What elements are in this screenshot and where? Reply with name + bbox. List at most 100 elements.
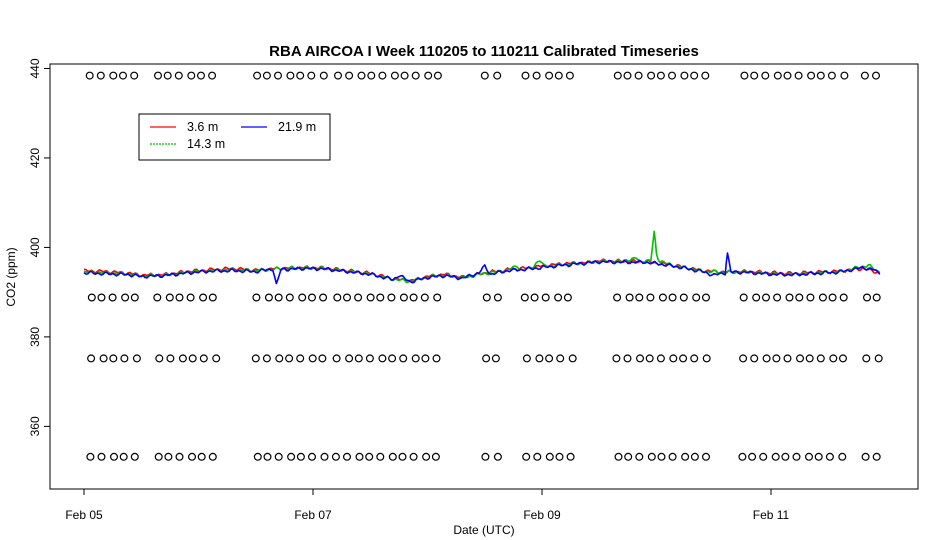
calibration-point-77	[367, 294, 374, 301]
calibration-point-83	[434, 294, 441, 301]
calibration-point-25	[412, 72, 419, 79]
calibration-point-123	[252, 355, 259, 362]
chart-title: RBA AIRCOA I Week 110205 to 110211 Calib…	[269, 43, 699, 60]
calibration-point-43	[702, 72, 709, 79]
calibration-point-4	[131, 72, 138, 79]
calibration-point-78	[377, 294, 384, 301]
calibration-point-133	[367, 355, 374, 362]
calibration-point-207	[658, 453, 665, 460]
calibration-point-44	[741, 72, 748, 79]
calibration-point-116	[134, 355, 141, 362]
calibration-point-147	[613, 355, 620, 362]
calibration-point-209	[682, 453, 689, 460]
calibration-point-196	[482, 453, 489, 460]
calibration-point-170	[111, 453, 118, 460]
calibration-point-217	[793, 453, 800, 460]
calibration-point-188	[356, 453, 363, 460]
calibration-point-118	[167, 355, 174, 362]
calibration-point-114	[110, 355, 117, 362]
calibration-point-195	[433, 453, 440, 460]
calibration-point-191	[389, 453, 396, 460]
calibration-point-140	[483, 355, 490, 362]
calibration-point-50	[808, 72, 815, 79]
calibration-point-104	[786, 294, 793, 301]
calibration-point-171	[120, 453, 127, 460]
calibration-point-91	[614, 294, 621, 301]
calibration-point-70	[286, 294, 293, 301]
calibration-point-138	[422, 355, 429, 362]
calibration-point-148	[624, 355, 631, 362]
calibration-point-102	[763, 294, 770, 301]
calibration-point-181	[275, 453, 282, 460]
calibration-point-159	[773, 355, 780, 362]
calibration-point-149	[637, 355, 644, 362]
calibration-point-45	[751, 72, 758, 79]
calibration-point-115	[121, 355, 128, 362]
calibration-point-120	[189, 355, 196, 362]
calibration-point-223	[873, 453, 880, 460]
calibration-point-29	[494, 72, 501, 79]
calibration-point-111	[873, 294, 880, 301]
y-tick-label-1: 380	[28, 327, 42, 347]
calibration-point-7	[175, 72, 182, 79]
x-axis-label: Date (UTC)	[453, 523, 514, 537]
calibration-point-213	[749, 453, 756, 460]
calibration-point-142	[524, 355, 531, 362]
calibration-point-96	[669, 294, 676, 301]
calibration-point-57	[98, 294, 105, 301]
calibration-point-175	[176, 453, 183, 460]
calibration-point-82	[421, 294, 428, 301]
calibration-point-49	[795, 72, 802, 79]
calibration-point-64	[187, 294, 194, 301]
calibration-point-32	[546, 72, 553, 79]
calibration-point-18	[335, 72, 342, 79]
calibration-point-172	[131, 453, 138, 460]
calibration-point-9	[198, 72, 205, 79]
calibration-point-144	[546, 355, 553, 362]
calibration-point-53	[841, 72, 848, 79]
calibration-point-165	[840, 355, 847, 362]
calibration-point-99	[703, 294, 710, 301]
calibration-point-62	[166, 294, 173, 301]
calibration-point-117	[156, 355, 163, 362]
calibration-point-208	[669, 453, 676, 460]
legend-label-1: 14.3 m	[187, 137, 225, 151]
y-axis-label: CO2 (ppm)	[4, 247, 18, 306]
calibration-point-20	[358, 72, 365, 79]
calibration-point-59	[122, 294, 129, 301]
calibration-point-132	[355, 355, 362, 362]
y-tick-label-4: 440	[28, 58, 42, 78]
legend-label-0: 3.6 m	[187, 120, 218, 134]
calibration-point-141	[493, 355, 500, 362]
calibration-point-51	[817, 72, 824, 79]
calibration-point-194	[423, 453, 430, 460]
calibration-point-204	[625, 453, 632, 460]
calibration-point-108	[829, 294, 836, 301]
calibration-point-3	[120, 72, 127, 79]
x-tick-label-3: Feb 11	[753, 508, 790, 522]
calibration-point-0	[86, 72, 93, 79]
y-tick-label-0: 360	[28, 416, 42, 436]
calibration-point-128	[309, 355, 316, 362]
calibration-point-216	[782, 453, 789, 460]
calibration-point-161	[797, 355, 804, 362]
calibration-point-6	[164, 72, 171, 79]
calibration-point-46	[762, 72, 769, 79]
calibration-point-42	[691, 72, 698, 79]
y-axis: 360 380 400 420 440	[28, 58, 50, 436]
calibration-point-101	[753, 294, 760, 301]
calibration-point-68	[266, 294, 273, 301]
calibration-point-163	[817, 355, 824, 362]
calibration-point-74	[334, 294, 341, 301]
calibration-point-48	[784, 72, 791, 79]
calibration-point-112	[88, 355, 95, 362]
calibration-point-58	[109, 294, 116, 301]
legend: 3.6 m14.3 m21.9 m	[139, 114, 330, 160]
calibration-point-136	[400, 355, 407, 362]
calibration-point-72	[309, 294, 316, 301]
calibration-point-8	[188, 72, 195, 79]
calibration-point-80	[401, 294, 408, 301]
calibration-point-122	[213, 355, 220, 362]
calibration-point-86	[521, 294, 528, 301]
calibration-point-110	[864, 294, 871, 301]
